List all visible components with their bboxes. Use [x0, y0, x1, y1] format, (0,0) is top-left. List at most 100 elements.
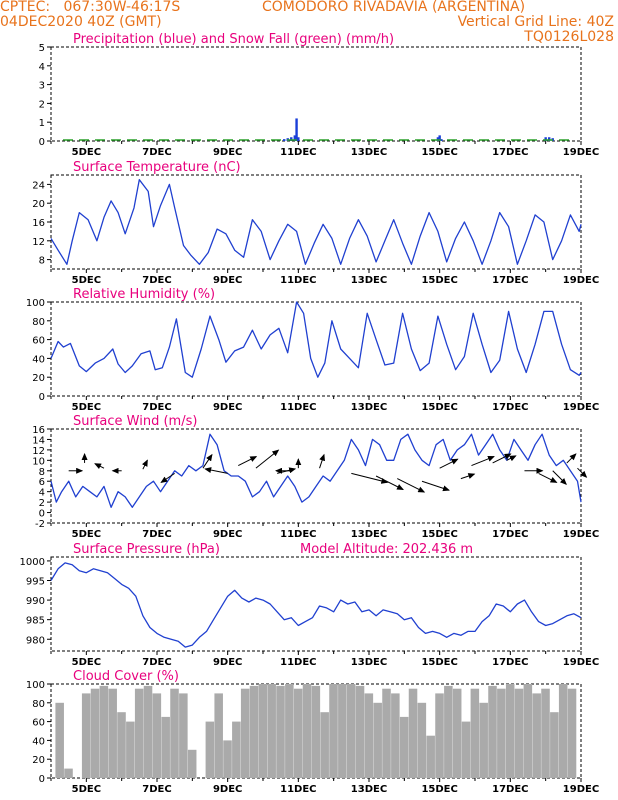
temperature-title: Surface Temperature (nC) [73, 160, 241, 175]
humidity-ytick-label: 40 [32, 354, 45, 365]
cloud-cover-bar [514, 688, 524, 778]
precipitation-bar-precipitation [297, 137, 300, 141]
cloud-cover-xtick-label: 19DEC [563, 784, 599, 795]
cloud-cover-bar [497, 688, 506, 778]
humidity-ytick-label: 80 [32, 317, 45, 328]
temperature-ytick-label: 24 [32, 180, 45, 191]
cloud-cover-bar [223, 740, 232, 778]
wind-wind-vector [439, 458, 459, 469]
cloud-cover-bar [346, 684, 356, 778]
humidity-xtick-label: 13DEC [351, 402, 387, 413]
cloud-cover-bar [505, 684, 515, 778]
precipitation-xtick-label: 17DEC [492, 147, 528, 158]
humidity-ytick-label: 100 [26, 298, 45, 309]
cloud-cover-ytick-label: 100 [26, 680, 45, 691]
temperature-xtick-label: 7DEC [142, 275, 171, 286]
wind-wind-vector [94, 463, 105, 470]
cloud-cover-bar [170, 688, 179, 778]
cloud-cover-bar [64, 768, 73, 778]
header-station-name: COMODORO RIVADAVIA (ARGENTINA) [262, 0, 526, 15]
cloud-cover-bar [391, 693, 400, 778]
wind-wind-vector [397, 478, 426, 493]
precipitation-xtick-label: 5DEC [72, 147, 101, 158]
cloud-cover-bar [417, 702, 427, 778]
cloud-cover-bar [364, 693, 374, 778]
precipitation-frame [50, 46, 582, 142]
humidity-xtick-label: 5DEC [72, 402, 101, 413]
cloud-cover-bar [117, 712, 126, 778]
wind-xtick-label: 9DEC [213, 529, 242, 540]
wind-wind-vector [238, 456, 258, 467]
pressure-ytick-label: 980 [26, 635, 45, 646]
precipitation-xtick-label: 13DEC [351, 147, 387, 158]
cloud-cover-bar [240, 688, 250, 778]
cloud-cover-bar [567, 688, 577, 778]
cloud-cover-bar [338, 684, 347, 778]
pressure-title: Surface Pressure (hPa) [73, 542, 220, 557]
wind-xtick-label: 13DEC [351, 529, 387, 540]
cloud-cover-ytick-label: 20 [32, 755, 45, 766]
precipitation-bar-precipitation [548, 137, 551, 141]
cloud-cover-bar [426, 735, 435, 778]
panel-temperature: Surface Temperature (nC) 8 12 16 20 24 5DEC 7DE… [32, 160, 599, 286]
cloud-cover-bar [373, 702, 382, 778]
cloud-cover-bar [161, 716, 170, 778]
cloud-cover-bar [479, 702, 488, 778]
wind-wind-vector [160, 472, 175, 483]
pressure-xtick-label: 11DEC [280, 657, 316, 668]
panel-pressure: Surface Pressure (hPa) Model Altitude: 20… [20, 542, 600, 668]
wind-wind-vector [421, 480, 450, 492]
wind-ytick-label: 2 [39, 498, 45, 509]
cloud-cover-bar [399, 716, 409, 778]
cloud-cover-bar [81, 693, 91, 778]
cloud-cover-bar [435, 693, 444, 778]
panel-precipitation: Precipitation (blue) and Snow Fall (gree… [39, 32, 600, 158]
cloud-cover-xtick-label: 11DEC [280, 784, 316, 795]
wind-xtick-label: 11DEC [280, 529, 316, 540]
wind-ytick-label: 8 [39, 467, 45, 478]
cloud-cover-bar [90, 688, 100, 778]
wind-wind-vector [577, 467, 588, 478]
cloud-cover-bar [444, 685, 453, 778]
wind-ytick-label: 0 [39, 509, 45, 520]
pressure-xtick-label: 15DEC [421, 657, 457, 668]
precipitation-ytick-label: 0 [39, 137, 45, 148]
wind-wind-vector [506, 455, 517, 462]
precipitation-xtick-label: 9DEC [213, 147, 242, 158]
pressure-xtick-label: 19DEC [563, 657, 599, 668]
cloud-cover-bar [320, 712, 329, 778]
cloud-cover-bar [523, 684, 533, 778]
cloud-cover-xtick-label: 15DEC [421, 784, 457, 795]
cloud-cover-bar [382, 688, 391, 778]
temperature-frame [50, 174, 582, 270]
temperature-xtick-label: 19DEC [563, 275, 599, 286]
temperature-ytick-label: 8 [39, 256, 45, 267]
cloud-cover-bar [205, 721, 215, 778]
header-run-date: 04DEC2020 40Z (GMT) [0, 14, 162, 30]
humidity-ytick-label: 20 [32, 373, 45, 384]
cloud-cover-bar [541, 688, 550, 778]
pressure-frame [50, 556, 582, 652]
cloud-cover-bar [311, 685, 321, 778]
wind-xtick-label: 15DEC [421, 529, 457, 540]
pressure-xtick-label: 7DEC [142, 657, 171, 668]
temperature-xtick-label: 5DEC [72, 275, 101, 286]
humidity-title: Relative Humidity (%) [73, 287, 215, 302]
cloud-cover-xtick-label: 17DEC [492, 784, 528, 795]
precipitation-bar-precipitation [440, 139, 443, 141]
cloud-cover-bar [108, 688, 117, 778]
wind-ytick-label: 4 [39, 488, 45, 499]
temperature-xtick-label: 13DEC [351, 275, 387, 286]
cloud-cover-bar [285, 684, 294, 778]
temperature-ytick-label: 16 [32, 218, 45, 229]
wind-wind-vector [202, 453, 213, 469]
cloud-cover-xtick-label: 5DEC [72, 784, 101, 795]
precipitation-ytick-label: 1 [39, 118, 45, 129]
header-vertical-grid-line: Vertical Grid Line: 40Z [457, 14, 614, 30]
wind-wind-vector [538, 472, 558, 483]
header-station-coordinates: CPTEC: 067:30W-46:17S [0, 0, 181, 15]
cloud-cover-ytick-label: 40 [32, 736, 45, 747]
precipitation-ytick-label: 2 [39, 99, 45, 110]
